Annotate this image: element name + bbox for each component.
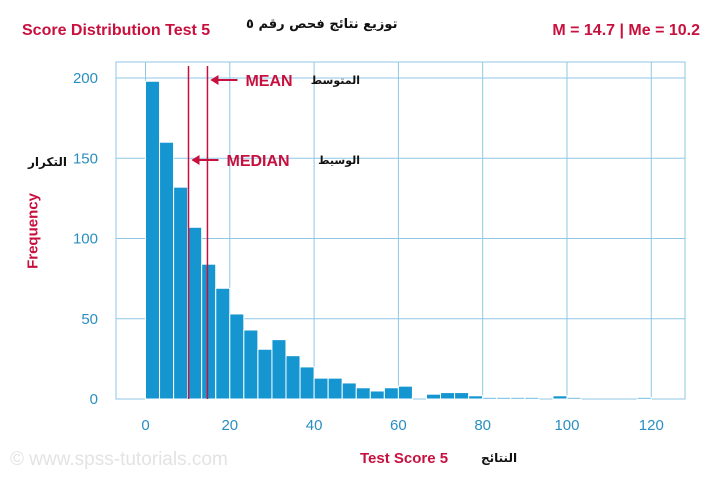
reference-label: MEDIAN: [226, 153, 289, 170]
x-tick-label: 0: [141, 417, 149, 434]
histogram-bar: [397, 385, 413, 400]
x-axis-label-arabic: النتائج: [481, 451, 518, 465]
reference-label: MEAN: [245, 73, 292, 90]
y-tick-label: 200: [73, 70, 98, 87]
histogram-bar: [355, 387, 371, 400]
histogram-bar: [159, 141, 175, 400]
histogram-bar: [257, 348, 273, 400]
chart-title: Score Distribution Test 5: [22, 22, 211, 39]
histogram-bar: [341, 382, 357, 400]
chart-title-arabic: توزيع نتائج فحص رقم ٥: [246, 17, 398, 32]
reference-label-arabic: الوسيط: [318, 154, 360, 167]
histogram-bar: [313, 377, 329, 400]
bars: [145, 80, 652, 400]
histogram-bar: [215, 287, 231, 400]
histogram-bar: [327, 377, 343, 400]
histogram-bar: [524, 396, 540, 400]
arrow-head-icon: [210, 75, 219, 85]
tick-labels: 0 20 40 60 80 100 120 0 50 100 150 200: [73, 70, 664, 434]
histogram-bar: [201, 263, 217, 400]
x-tick-label: 20: [221, 417, 238, 434]
histogram-bar: [454, 392, 470, 400]
histogram-bar: [496, 396, 512, 400]
x-axis-label: Test Score 5: [360, 450, 449, 467]
histogram-bar: [145, 80, 161, 400]
histogram-bar: [636, 396, 652, 400]
histogram-bar: [173, 186, 189, 400]
histogram-bar: [566, 396, 582, 400]
histogram-bar: [552, 395, 568, 400]
histogram-bar: [243, 329, 259, 400]
histogram-bar: [468, 395, 484, 400]
histogram-bar: [426, 393, 442, 400]
histogram-bar: [299, 366, 315, 400]
x-tick-label: 40: [306, 417, 323, 434]
x-tick-label: 60: [390, 417, 407, 434]
y-tick-label: 0: [90, 391, 98, 408]
reference-label-arabic: المتوسط: [311, 74, 360, 87]
histogram-bar: [510, 396, 526, 400]
histogram-bar: [440, 392, 456, 400]
y-tick-label: 150: [73, 150, 98, 167]
x-tick-label: 80: [474, 417, 491, 434]
reference-lines: MEAN المتوسط MEDIAN الوسيط: [187, 66, 360, 399]
arrow-head-icon: [191, 155, 200, 165]
stats-summary: M = 14.7 | Me = 10.2: [552, 22, 700, 39]
histogram-bar: [482, 396, 498, 400]
histogram-bar: [285, 355, 301, 400]
y-tick-label: 100: [73, 231, 98, 248]
x-tick-label: 120: [639, 417, 664, 434]
histogram-bar: [187, 226, 203, 400]
y-tick-label: 50: [81, 311, 98, 328]
histogram-bar: [383, 387, 399, 400]
histogram-bar: [271, 339, 287, 400]
x-tick-label: 100: [554, 417, 579, 434]
histogram-bar: [369, 390, 385, 400]
y-axis-label-arabic: التكرار: [28, 155, 67, 169]
watermark: © www.spss-tutorials.com: [10, 449, 228, 470]
histogram-bar: [229, 313, 245, 400]
